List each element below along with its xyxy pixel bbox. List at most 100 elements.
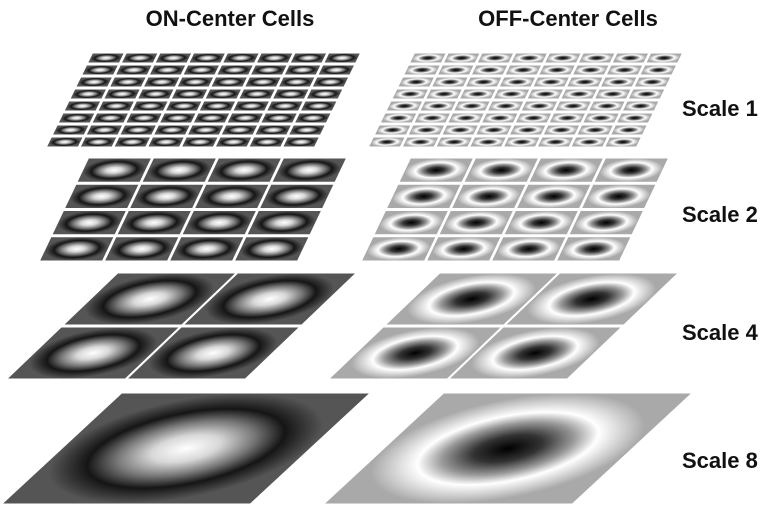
- receptive-field: [295, 113, 331, 123]
- receptive-field: [64, 101, 101, 111]
- receptive-field: [454, 101, 490, 111]
- receptive-field: [70, 89, 106, 99]
- receptive-field: [98, 101, 134, 111]
- receptive-field: [205, 89, 241, 99]
- receptive-field: [92, 113, 128, 123]
- receptive-field: [555, 101, 591, 111]
- receptive-field: [324, 53, 360, 63]
- scale-label: Scale 1: [682, 96, 758, 121]
- column-title: ON-Center Cells: [146, 6, 315, 31]
- receptive-field: [88, 53, 124, 63]
- receptive-field: [247, 211, 321, 235]
- receptive-field: [387, 184, 461, 208]
- receptive-field: [267, 101, 303, 111]
- receptive-field: [537, 137, 574, 147]
- receptive-field: [80, 137, 117, 147]
- receptive-field: [493, 89, 530, 99]
- receptive-field: [52, 211, 126, 235]
- receptive-field: [569, 211, 643, 235]
- receptive-field: [183, 65, 219, 75]
- receptive-field: [402, 137, 439, 147]
- receptive-field: [611, 125, 647, 135]
- receptive-field: [105, 237, 179, 261]
- receptive-field: [398, 77, 434, 87]
- receptive-field: [452, 184, 526, 208]
- receptive-field: [601, 77, 637, 87]
- receptive-field: [426, 89, 462, 99]
- receptive-field: [634, 77, 671, 87]
- receptive-field: [533, 77, 569, 87]
- receptive-field: [223, 53, 259, 63]
- layer: [8, 273, 355, 379]
- layer: [3, 393, 369, 504]
- receptive-field: [404, 65, 440, 75]
- receptive-field: [290, 53, 327, 63]
- receptive-field: [142, 158, 216, 182]
- receptive-field: [386, 101, 423, 111]
- receptive-field: [506, 273, 677, 325]
- receptive-field: [505, 65, 541, 75]
- layer: [362, 158, 668, 261]
- receptive-field: [488, 101, 524, 111]
- receptive-field: [573, 65, 609, 75]
- receptive-field: [40, 237, 114, 261]
- receptive-field: [199, 101, 236, 111]
- receptive-field: [272, 158, 346, 182]
- receptive-field: [193, 113, 230, 123]
- receptive-field: [126, 113, 162, 123]
- receptive-field: [330, 327, 501, 379]
- receptive-field: [410, 53, 446, 63]
- receptive-field: [86, 125, 123, 135]
- receptive-field: [414, 113, 450, 123]
- receptive-field: [104, 89, 140, 99]
- receptive-field: [448, 113, 484, 123]
- receptive-field: [442, 125, 478, 135]
- receptive-field: [128, 327, 299, 379]
- receptive-field: [249, 137, 285, 147]
- receptive-field: [130, 184, 204, 208]
- receptive-field: [76, 77, 112, 87]
- receptive-field: [132, 101, 168, 111]
- receptive-field: [235, 237, 309, 261]
- receptive-field: [53, 125, 89, 135]
- layer: [325, 393, 691, 504]
- receptive-field: [543, 125, 580, 135]
- receptive-field: [477, 53, 514, 63]
- receptive-field: [160, 113, 196, 123]
- receptive-field: [539, 65, 575, 75]
- receptive-field: [227, 113, 263, 123]
- scale-label: Scale 8: [682, 448, 758, 473]
- receptive-field: [177, 77, 214, 87]
- layer: [40, 158, 346, 261]
- receptive-field: [120, 125, 156, 135]
- receptive-field: [511, 53, 547, 63]
- receptive-field: [567, 77, 603, 87]
- receptive-field: [375, 125, 411, 135]
- receptive-field: [605, 137, 641, 147]
- receptive-field: [273, 89, 309, 99]
- receptive-field: [166, 101, 202, 111]
- receptive-field: [82, 65, 118, 75]
- receptive-field: [3, 393, 369, 504]
- column-title: OFF-Center Cells: [478, 6, 658, 31]
- receptive-field: [510, 125, 546, 135]
- receptive-field: [579, 53, 615, 63]
- receptive-field: [561, 89, 597, 99]
- receptive-field: [594, 158, 668, 182]
- receptive-field: [301, 101, 337, 111]
- receptive-field: [171, 89, 208, 99]
- receptive-field: [623, 101, 659, 111]
- receptive-field: [318, 65, 354, 75]
- receptive-field: [408, 125, 445, 135]
- receptive-field: [499, 77, 536, 87]
- receptive-field: [476, 125, 512, 135]
- receptive-field: [646, 53, 682, 63]
- receptive-field: [595, 89, 631, 99]
- receptive-field: [571, 137, 607, 147]
- receptive-field: [260, 184, 334, 208]
- receptive-field: [617, 113, 653, 123]
- receptive-field: [138, 89, 174, 99]
- receptive-field: [144, 77, 180, 87]
- receptive-field: [65, 184, 139, 208]
- layer: [330, 273, 677, 379]
